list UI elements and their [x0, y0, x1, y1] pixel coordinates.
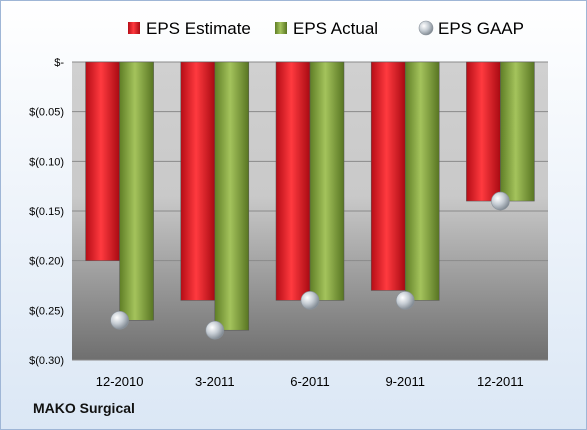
x-axis: 12-2010 3-2011 6-2011 9-2011 12-2011: [96, 374, 524, 389]
legend-label: EPS Actual: [293, 19, 378, 38]
y-tick-label: $(0.25): [29, 305, 64, 317]
x-tick-label: 6-2011: [290, 374, 330, 389]
gaap-marker: [110, 310, 129, 330]
estimate-bar: [275, 61, 311, 301]
legend-swatch: [128, 22, 140, 34]
legend-label: EPS GAAP: [438, 19, 524, 38]
actual-bar: [500, 61, 535, 202]
x-tick-label: 12-2010: [96, 374, 144, 389]
estimate-bar: [85, 61, 120, 261]
gaap-marker: [300, 291, 320, 310]
y-tick-label: $(0.05): [29, 107, 64, 119]
legend-swatch: [418, 20, 434, 36]
y-tick-label: $(0.10): [29, 156, 64, 168]
y-tick-label: $-: [54, 57, 64, 69]
estimate-bar: [370, 61, 406, 291]
gaap-markers: [110, 191, 510, 340]
x-tick-label: 9-2011: [385, 374, 425, 389]
company-label: MAKO Surgical: [33, 400, 135, 416]
estimate-bar: [466, 61, 501, 202]
legend: EPS Estimate EPS Actual EPS GAAP: [128, 19, 524, 38]
y-axis: $- $(0.05) $(0.10) $(0.15) $(0.20) $(0.25) $(0…: [29, 57, 64, 367]
estimate-bar: [180, 61, 216, 301]
y-tick-label: $(0.30): [29, 355, 64, 367]
actual-bar: [404, 61, 440, 301]
gaap-marker: [205, 320, 225, 340]
y-tick-label: $(0.20): [29, 256, 64, 268]
gaap-marker: [395, 291, 415, 310]
y-tick-label: $(0.15): [29, 206, 64, 218]
bars: [85, 61, 535, 331]
gaap-marker: [491, 191, 510, 211]
actual-bar: [214, 61, 250, 331]
legend-label: EPS Estimate: [146, 19, 251, 38]
x-tick-label: 3-2011: [195, 374, 235, 389]
x-tick-label: 12-2011: [477, 374, 524, 389]
actual-bar: [119, 61, 154, 321]
legend-swatch: [275, 22, 287, 34]
actual-bar: [309, 61, 345, 301]
